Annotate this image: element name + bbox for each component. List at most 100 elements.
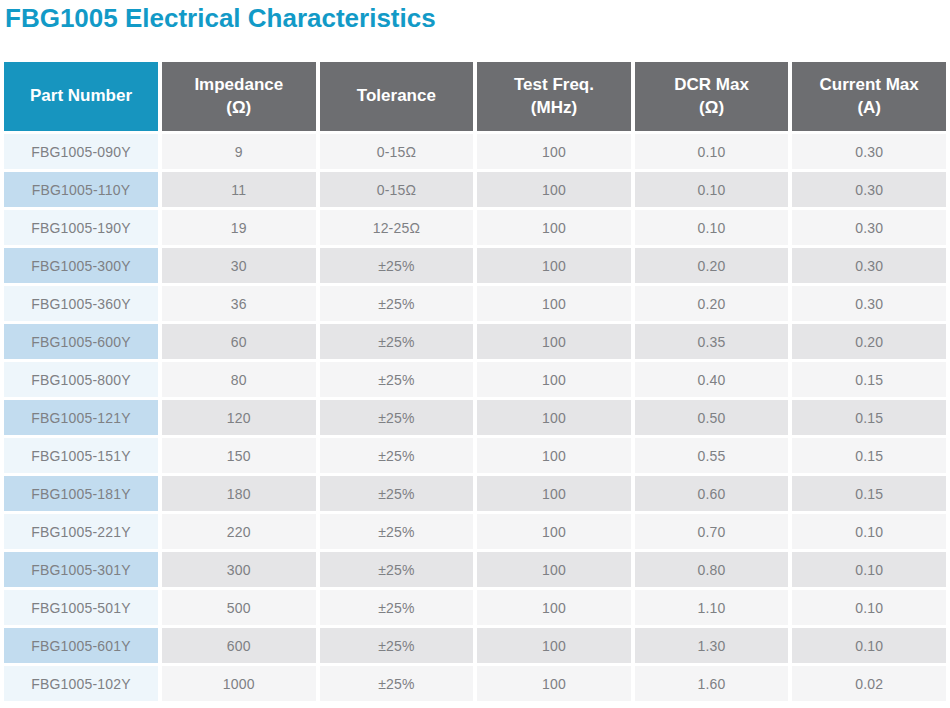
cell-part-number: FBG1005-301Y [4, 552, 158, 587]
page-title: FBG1005 Electrical Characteristics [0, 0, 950, 32]
cell-current-max: 0.30 [792, 134, 946, 169]
cell-current-max: 0.10 [792, 628, 946, 663]
cell-impedance: 19 [162, 210, 316, 245]
cell-impedance: 30 [162, 248, 316, 283]
header-row: Part NumberImpedance (Ω)ToleranceTest Fr… [4, 62, 946, 131]
cell-tolerance: ±25% [320, 400, 474, 435]
cell-tolerance: ±25% [320, 514, 474, 549]
cell-current-max: 0.30 [792, 210, 946, 245]
table-body: FBG1005-090Y90-15Ω1000.100.30FBG1005-110… [4, 134, 946, 701]
cell-dcr-max: 0.10 [635, 210, 789, 245]
table-row: FBG1005-090Y90-15Ω1000.100.30 [4, 134, 946, 169]
table-row: FBG1005-301Y300±25%1000.800.10 [4, 552, 946, 587]
cell-impedance: 80 [162, 362, 316, 397]
cell-dcr-max: 0.80 [635, 552, 789, 587]
cell-impedance: 500 [162, 590, 316, 625]
cell-test-freq: 100 [477, 172, 631, 207]
cell-test-freq: 100 [477, 400, 631, 435]
cell-impedance: 9 [162, 134, 316, 169]
table-row: FBG1005-360Y36±25%1000.200.30 [4, 286, 946, 321]
cell-impedance: 11 [162, 172, 316, 207]
cell-test-freq: 100 [477, 590, 631, 625]
cell-impedance: 150 [162, 438, 316, 473]
cell-part-number: FBG1005-181Y [4, 476, 158, 511]
cell-impedance: 600 [162, 628, 316, 663]
cell-current-max: 0.15 [792, 362, 946, 397]
cell-current-max: 0.20 [792, 324, 946, 359]
cell-dcr-max: 0.10 [635, 134, 789, 169]
cell-test-freq: 100 [477, 362, 631, 397]
cell-test-freq: 100 [477, 476, 631, 511]
cell-current-max: 0.10 [792, 590, 946, 625]
cell-tolerance: ±25% [320, 476, 474, 511]
cell-test-freq: 100 [477, 134, 631, 169]
cell-tolerance: ±25% [320, 362, 474, 397]
cell-tolerance: ±25% [320, 628, 474, 663]
cell-impedance: 36 [162, 286, 316, 321]
column-header-dcr-max: DCR Max (Ω) [635, 62, 789, 131]
cell-part-number: FBG1005-300Y [4, 248, 158, 283]
cell-part-number: FBG1005-151Y [4, 438, 158, 473]
cell-tolerance: ±25% [320, 438, 474, 473]
cell-part-number: FBG1005-360Y [4, 286, 158, 321]
cell-test-freq: 100 [477, 248, 631, 283]
table-header: Part NumberImpedance (Ω)ToleranceTest Fr… [4, 62, 946, 131]
cell-dcr-max: 0.50 [635, 400, 789, 435]
cell-part-number: FBG1005-800Y [4, 362, 158, 397]
cell-tolerance: ±25% [320, 552, 474, 587]
cell-tolerance: 0-15Ω [320, 172, 474, 207]
cell-current-max: 0.30 [792, 172, 946, 207]
cell-dcr-max: 1.30 [635, 628, 789, 663]
cell-test-freq: 100 [477, 552, 631, 587]
table-row: FBG1005-600Y60±25%1000.350.20 [4, 324, 946, 359]
table-row: FBG1005-221Y220±25%1000.700.10 [4, 514, 946, 549]
cell-current-max: 0.30 [792, 286, 946, 321]
cell-tolerance: ±25% [320, 286, 474, 321]
cell-current-max: 0.15 [792, 438, 946, 473]
cell-current-max: 0.15 [792, 476, 946, 511]
column-header-part-number: Part Number [4, 62, 158, 131]
cell-impedance: 60 [162, 324, 316, 359]
table-row: FBG1005-800Y80±25%1000.400.15 [4, 362, 946, 397]
cell-dcr-max: 0.10 [635, 172, 789, 207]
cell-test-freq: 100 [477, 286, 631, 321]
cell-part-number: FBG1005-121Y [4, 400, 158, 435]
cell-impedance: 1000 [162, 666, 316, 701]
cell-tolerance: 12-25Ω [320, 210, 474, 245]
cell-dcr-max: 1.10 [635, 590, 789, 625]
cell-test-freq: 100 [477, 438, 631, 473]
cell-part-number: FBG1005-501Y [4, 590, 158, 625]
cell-tolerance: ±25% [320, 666, 474, 701]
column-header-current-max: Current Max (A) [792, 62, 946, 131]
table-row: FBG1005-501Y500±25%1001.100.10 [4, 590, 946, 625]
cell-current-max: 0.15 [792, 400, 946, 435]
cell-impedance: 180 [162, 476, 316, 511]
cell-tolerance: ±25% [320, 324, 474, 359]
cell-part-number: FBG1005-221Y [4, 514, 158, 549]
column-header-test-freq: Test Freq. (MHz) [477, 62, 631, 131]
table-row: FBG1005-601Y600±25%1001.300.10 [4, 628, 946, 663]
cell-dcr-max: 0.20 [635, 248, 789, 283]
table-row: FBG1005-190Y1912-25Ω1000.100.30 [4, 210, 946, 245]
cell-tolerance: ±25% [320, 590, 474, 625]
cell-tolerance: 0-15Ω [320, 134, 474, 169]
cell-impedance: 120 [162, 400, 316, 435]
cell-dcr-max: 1.60 [635, 666, 789, 701]
cell-impedance: 220 [162, 514, 316, 549]
electrical-characteristics-table: Part NumberImpedance (Ω)ToleranceTest Fr… [0, 59, 950, 704]
cell-dcr-max: 0.20 [635, 286, 789, 321]
table-row: FBG1005-121Y120±25%1000.500.15 [4, 400, 946, 435]
cell-dcr-max: 0.60 [635, 476, 789, 511]
cell-part-number: FBG1005-110Y [4, 172, 158, 207]
column-header-impedance: Impedance (Ω) [162, 62, 316, 131]
cell-dcr-max: 0.55 [635, 438, 789, 473]
cell-impedance: 300 [162, 552, 316, 587]
cell-part-number: FBG1005-601Y [4, 628, 158, 663]
cell-test-freq: 100 [477, 210, 631, 245]
column-header-tolerance: Tolerance [320, 62, 474, 131]
table-row: FBG1005-300Y30±25%1000.200.30 [4, 248, 946, 283]
cell-current-max: 0.10 [792, 552, 946, 587]
cell-test-freq: 100 [477, 628, 631, 663]
cell-tolerance: ±25% [320, 248, 474, 283]
cell-test-freq: 100 [477, 324, 631, 359]
